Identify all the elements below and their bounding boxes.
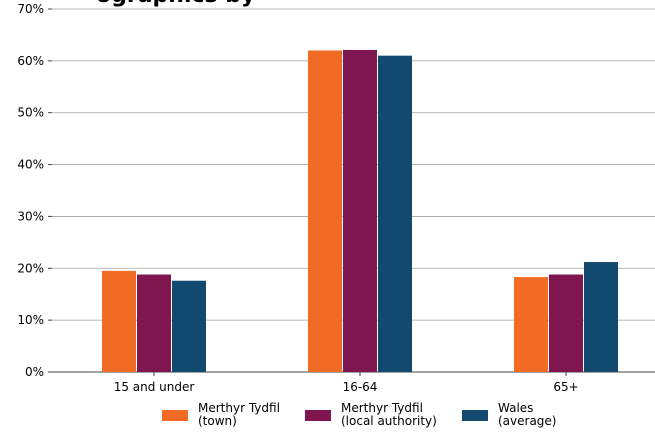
y-tick-label: 10%: [17, 313, 44, 327]
y-tick-label: 20%: [17, 261, 44, 275]
legend-swatch-wales: [462, 409, 488, 421]
legend: Merthyr Tydfil (town) Merthyr Tydfil (lo…: [0, 402, 655, 432]
x-tick-label: 16-64: [343, 380, 378, 394]
bar: [549, 274, 583, 372]
y-tick-label: 60%: [17, 54, 44, 68]
y-tick-label: 0%: [25, 365, 44, 379]
bars: [102, 49, 618, 373]
legend-label-town: Merthyr Tydfil (town): [198, 401, 280, 428]
legend-label-wales: Wales (average): [498, 401, 557, 428]
y-tick-label: 30%: [17, 209, 44, 223]
bar: [172, 280, 206, 372]
bar-chart: 0% 10% 20% 30% 40% 50% 60% 70% 15 and under 16-6…: [17, 2, 655, 394]
bar: [102, 270, 136, 372]
y-axis-ticks: 0% 10% 20% 30% 40% 50% 60% 70%: [17, 2, 52, 379]
chart-title-fragment: ographics by: [96, 0, 255, 8]
bar: [584, 262, 618, 372]
bar: [514, 277, 548, 372]
legend-item-town: Merthyr Tydfil (town): [162, 402, 280, 428]
x-tick-label: 65+: [553, 380, 578, 394]
x-axis-ticks: 15 and under 16-64 65+: [114, 372, 579, 394]
bar: [343, 49, 377, 373]
legend-swatch-local-authority: [305, 409, 331, 421]
bar: [378, 55, 412, 373]
bar: [137, 274, 171, 372]
y-tick-label: 40%: [17, 158, 44, 172]
x-tick-label: 15 and under: [114, 380, 195, 394]
bar: [308, 50, 342, 372]
legend-item-local-authority: Merthyr Tydfil (local authority): [305, 402, 437, 428]
legend-label-local-authority: Merthyr Tydfil (local authority): [341, 401, 437, 428]
y-tick-label: 50%: [17, 106, 44, 120]
legend-swatch-town: [162, 409, 188, 421]
y-tick-label: 70%: [17, 2, 44, 16]
legend-item-wales: Wales (average): [462, 402, 557, 428]
